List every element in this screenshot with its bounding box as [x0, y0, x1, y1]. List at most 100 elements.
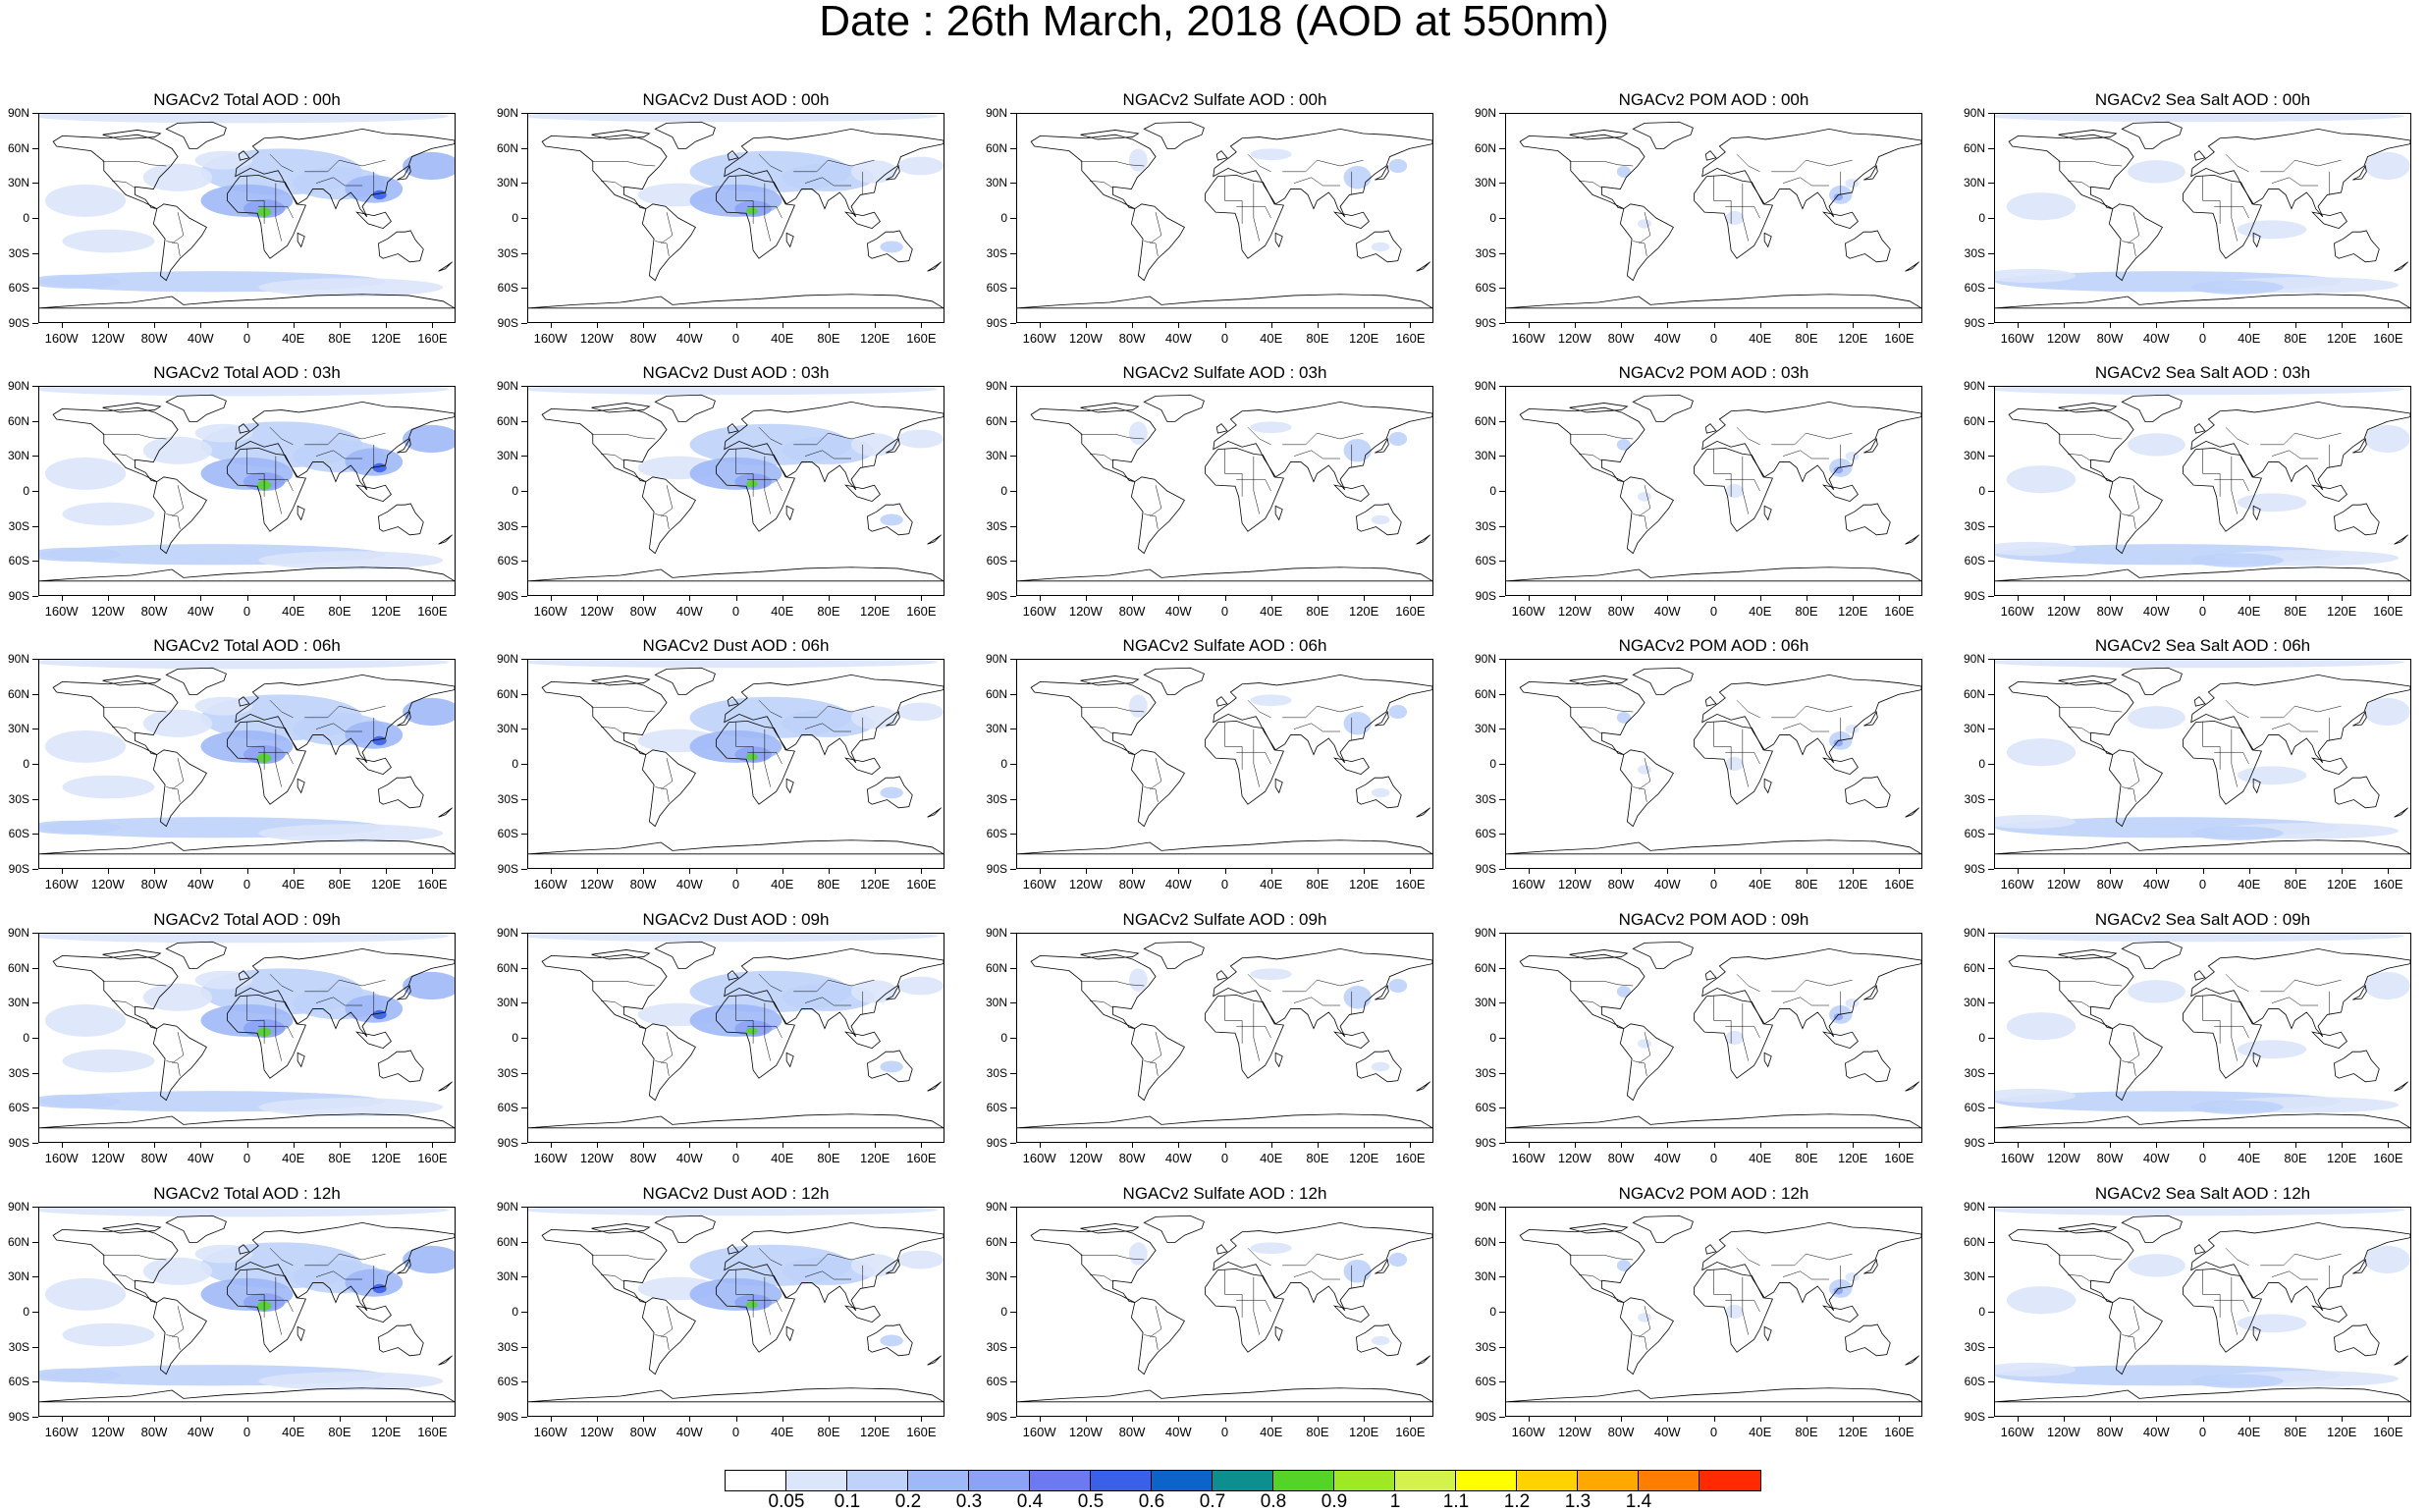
lon-tick — [386, 1417, 388, 1422]
country-border — [166, 241, 181, 256]
map-svg — [1017, 121, 1432, 309]
lat-tick — [1010, 933, 1016, 934]
lon-label: 120W — [579, 1425, 614, 1439]
lon-tick — [643, 1143, 645, 1148]
coastline — [1213, 674, 1432, 764]
country-border — [764, 456, 771, 514]
aod-shading — [1725, 1304, 1745, 1320]
lon-tick — [875, 323, 877, 328]
country-border — [2225, 427, 2249, 446]
lon-tick — [2156, 869, 2158, 874]
aod-shading — [2237, 1314, 2307, 1333]
lon-label: 120W — [1068, 331, 1103, 346]
map-panel-pom-3: NGACv2 POM AOD : 09h 90N 60N 30N 0 30S 60S 90S 1… — [1467, 910, 1947, 1185]
aod-shading — [1371, 787, 1390, 798]
aod-shading — [1371, 1335, 1390, 1346]
lon-tick — [246, 596, 248, 601]
panel-title: NGACv2 Dust AOD : 09h — [642, 910, 830, 929]
lon-label: 120E — [2326, 331, 2357, 346]
lon-label: 160W — [1511, 1425, 1545, 1439]
lon-tick — [596, 323, 598, 328]
lon-tick — [2063, 1417, 2065, 1422]
lat-label: 60N — [985, 686, 1007, 701]
aod-shading — [1637, 219, 1652, 229]
country-border — [793, 1253, 875, 1267]
lon-label: 120W — [2046, 1151, 2080, 1165]
coastline — [1863, 710, 1878, 727]
colorbar-label: 0.4 — [1016, 1491, 1044, 1512]
lat-label: 30S — [1475, 518, 1496, 533]
lon-label: 80E — [1306, 331, 1329, 346]
lat-tick — [521, 798, 527, 800]
lon-tick — [61, 596, 63, 601]
lat-label: 90S — [1475, 1136, 1496, 1150]
lon-tick — [2388, 1417, 2390, 1422]
aod-shading — [2006, 1012, 2077, 1041]
lon-tick — [875, 1417, 877, 1422]
coastline — [2310, 1031, 2347, 1050]
lat-tick — [1010, 323, 1016, 324]
lon-label: 40E — [1749, 1151, 1772, 1165]
aod-shading — [782, 709, 875, 737]
lon-tick — [1039, 323, 1041, 328]
lat-tick — [32, 659, 38, 660]
lon-label: 40W — [675, 1151, 703, 1165]
map-svg — [39, 660, 455, 855]
lat-tick — [32, 525, 38, 527]
panel-title: NGACv2 Sea Salt AOD : 06h — [2094, 636, 2311, 655]
aod-shading — [746, 753, 758, 761]
lon-label: 160E — [417, 1151, 448, 1165]
aod-shading — [258, 1098, 444, 1117]
lon-label: 160W — [44, 877, 79, 891]
aod-shading — [194, 423, 253, 443]
lon-label: 160W — [533, 1151, 567, 1165]
coastline — [886, 710, 900, 727]
aod-shading — [2006, 1286, 2077, 1315]
lon-tick — [293, 323, 295, 328]
coastline — [1506, 1113, 1921, 1129]
lat-tick — [1499, 561, 1505, 563]
country-border — [2271, 177, 2319, 187]
lat-label: 30N — [1963, 1269, 1985, 1284]
lon-tick — [782, 1143, 783, 1148]
country-border — [172, 1306, 185, 1338]
lon-tick — [1178, 323, 1180, 328]
country-border — [1080, 980, 1145, 987]
lon-label: 160E — [1884, 1425, 1915, 1439]
lon-label: 80W — [629, 1151, 657, 1165]
lat-tick — [1499, 1107, 1505, 1109]
map-svg — [1017, 667, 1432, 855]
country-border — [804, 450, 852, 459]
country-border — [735, 1269, 754, 1318]
lon-label: 160E — [1395, 604, 1426, 619]
lat-label: 30S — [1475, 791, 1496, 806]
lon-tick — [550, 596, 552, 601]
coastline — [227, 995, 306, 1079]
lat-tick — [1499, 218, 1505, 219]
country-border — [258, 1025, 294, 1039]
aod-shading — [2364, 424, 2410, 454]
lat-tick — [521, 764, 527, 765]
lon-label: 160E — [906, 1425, 937, 1439]
map-panel-total-1: NGACv2 Total AOD : 03h 90N 60N 30N 0 30S 60S 90… — [0, 363, 480, 638]
lat-label: 90N — [7, 379, 29, 393]
lat-label: 0 — [23, 1305, 29, 1319]
aod-shading — [194, 970, 253, 990]
lat-tick — [32, 113, 38, 114]
lat-tick — [1499, 147, 1505, 149]
coastline — [2352, 984, 2367, 1000]
lat-tick — [32, 386, 38, 387]
aod-shading — [403, 151, 455, 181]
map-svg — [1995, 114, 2410, 309]
lon-tick — [828, 596, 830, 601]
coastline — [1375, 1258, 1389, 1274]
lat-tick — [1010, 561, 1016, 563]
coastline — [1701, 947, 1921, 1038]
lon-tick — [1528, 869, 1530, 874]
coastline — [1130, 203, 1185, 282]
aod-shading — [1128, 421, 1148, 445]
lat-tick — [521, 869, 527, 870]
country-border — [1282, 979, 1364, 993]
coastline — [886, 164, 900, 181]
lon-tick — [2110, 1143, 2112, 1148]
